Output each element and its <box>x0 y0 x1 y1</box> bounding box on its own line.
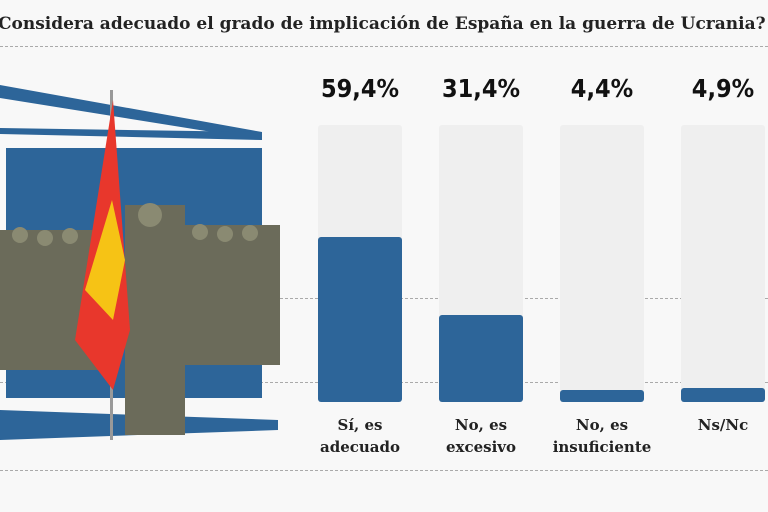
category-line: excesivo <box>445 438 517 456</box>
soldiers-flag-illustration <box>0 85 280 440</box>
category-label: Sí, es adecuado <box>300 414 420 458</box>
category-line: Sí, es <box>337 416 383 434</box>
category-label: Ns/Nc <box>663 414 768 436</box>
value-label: 31,4% <box>441 74 521 103</box>
gridline <box>0 470 768 471</box>
value-label: 4,9% <box>691 74 755 103</box>
bar-track <box>318 125 402 402</box>
category-line: adecuado <box>319 438 400 456</box>
category-line: Ns/Nc <box>697 416 749 434</box>
value-label: 59,4% <box>320 74 400 103</box>
gridline <box>0 46 768 47</box>
bar-track <box>439 125 523 402</box>
category-line: insuficiente <box>552 438 652 456</box>
category-label: No, es excesivo <box>421 414 541 458</box>
value-label: 4,4% <box>570 74 634 103</box>
bar-track <box>681 125 765 402</box>
bar <box>681 388 765 402</box>
chart-title: ¿Considera adecuado el grado de implicac… <box>0 14 766 34</box>
bar <box>439 315 523 402</box>
bar <box>560 389 644 402</box>
bar-track <box>560 125 644 402</box>
category-label: No, es insuficiente <box>542 414 662 458</box>
category-line: No, es <box>454 416 508 434</box>
category-line: No, es <box>575 416 629 434</box>
bar <box>318 237 402 402</box>
